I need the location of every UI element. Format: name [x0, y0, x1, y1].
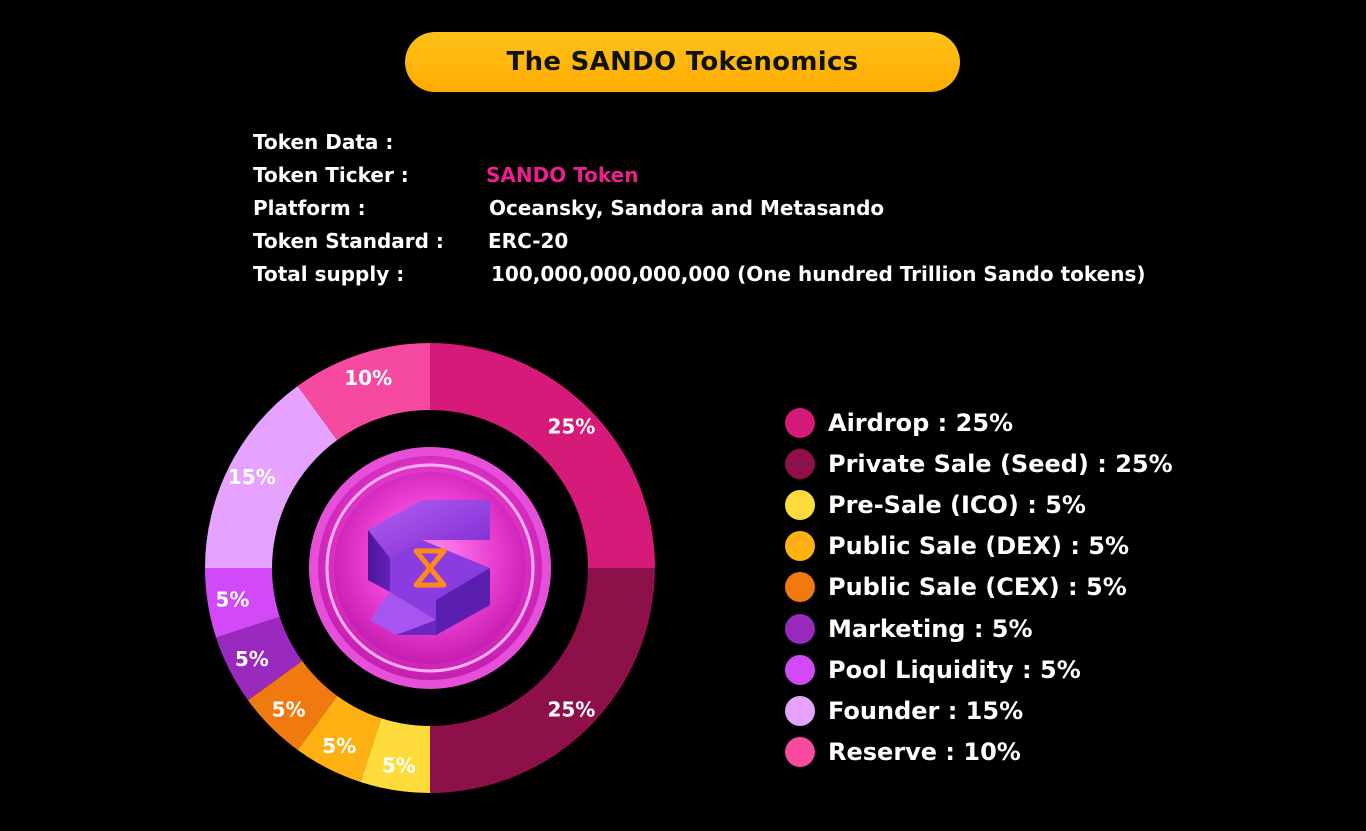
- donut-slice-labels: 25% 25% 5% 5% 5% 5% 5% 15% 10%: [215, 366, 595, 778]
- legend-label: Airdrop : 25%: [828, 408, 1014, 437]
- legend-swatch: [785, 613, 815, 644]
- slice-label: 5%: [382, 754, 416, 778]
- legend-swatch: [785, 448, 815, 479]
- slice-label: 25%: [547, 697, 595, 721]
- legend-item: Airdrop : 25%: [785, 402, 1173, 443]
- legend-item: Public Sale (DEX) : 5%: [785, 526, 1173, 567]
- legend-item: Reserve : 10%: [785, 732, 1173, 773]
- legend-label: Public Sale (DEX) : 5%: [828, 532, 1130, 561]
- token-ticker-value: SANDO Token: [486, 163, 639, 187]
- donut-slice-pool-liquidity: [205, 568, 280, 638]
- platform-value: Oceansky, Sandora and Metasando: [489, 196, 885, 220]
- slice-label: 5%: [235, 647, 269, 671]
- slice-label: 15%: [228, 465, 276, 489]
- total-supply-label: Total supply :: [253, 262, 405, 286]
- page-title: The SANDO Tokenomics: [506, 47, 859, 77]
- legend-swatch: [785, 695, 815, 726]
- legend-swatch: [785, 407, 815, 438]
- donut-slice-pre-sale-ico: [360, 718, 430, 793]
- legend-label: Pre-Sale (ICO) : 5%: [828, 490, 1086, 519]
- sando-s-logo-icon: [368, 500, 490, 635]
- donut-slice-public-sale-cex: [247, 660, 338, 751]
- donut-slice-founder: [205, 385, 338, 568]
- token-ticker-label: Token Ticker :: [253, 163, 409, 187]
- legend-item: Pool Liquidity : 5%: [785, 649, 1173, 690]
- legend-label: Public Sale (CEX) : 5%: [828, 573, 1127, 602]
- chart-legend: Airdrop : 25% Private Sale (Seed) : 25% Pr…: [785, 402, 1173, 773]
- donut-slice-airdrop: [430, 343, 655, 568]
- legend-item: Public Sale (CEX) : 5%: [785, 567, 1173, 608]
- slice-label: 5%: [215, 587, 249, 611]
- token-data-label: Token Data :: [253, 130, 394, 154]
- platform-label: Platform :: [253, 196, 366, 220]
- tokenomics-donut-chart: 25% 25% 5% 5% 5% 5% 5% 15% 10%: [205, 343, 655, 793]
- legend-label: Founder : 15%: [828, 696, 1024, 725]
- legend-swatch: [785, 489, 815, 520]
- legend-swatch: [785, 531, 815, 562]
- legend-item: Founder : 15%: [785, 690, 1173, 731]
- legend-item: Pre-Sale (ICO) : 5%: [785, 484, 1173, 525]
- legend-item: Private Sale (Seed) : 25%: [785, 443, 1173, 484]
- legend-item: Marketing : 5%: [785, 608, 1173, 649]
- legend-label: Private Sale (Seed) : 25%: [828, 449, 1173, 478]
- token-standard-label: Token Standard :: [253, 229, 444, 253]
- slice-label: 10%: [344, 366, 392, 390]
- donut-slice-reserve: [297, 343, 430, 441]
- legend-label: Marketing : 5%: [828, 614, 1033, 643]
- donut-slices: [205, 343, 655, 793]
- donut-slice-marketing: [216, 616, 303, 701]
- legend-label: Reserve : 10%: [828, 738, 1021, 767]
- legend-swatch: [785, 737, 815, 768]
- donut-slice-public-sale-dex: [297, 695, 382, 782]
- slice-label: 25%: [547, 415, 595, 439]
- donut-slice-private-sale-seed: [430, 568, 655, 793]
- legend-swatch: [785, 654, 815, 685]
- sando-logo-coin: [309, 447, 551, 689]
- slice-label: 5%: [272, 697, 306, 721]
- title-banner: The SANDO Tokenomics: [405, 32, 960, 92]
- legend-label: Pool Liquidity : 5%: [828, 655, 1081, 684]
- legend-swatch: [785, 572, 815, 603]
- slice-label: 5%: [322, 734, 356, 758]
- total-supply-value: 100,000,000,000,000 (One hundred Trillio…: [491, 262, 1146, 286]
- token-standard-value: ERC-20: [488, 229, 569, 253]
